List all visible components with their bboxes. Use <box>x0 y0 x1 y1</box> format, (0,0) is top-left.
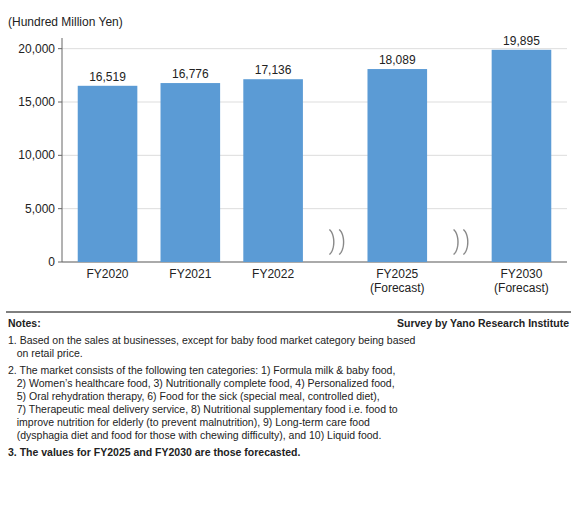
bar <box>492 50 552 262</box>
y-tick <box>58 208 62 209</box>
bar <box>243 79 303 262</box>
notes-title: Notes: <box>8 317 41 329</box>
bar <box>78 86 138 262</box>
bar <box>161 83 221 262</box>
x-axis: FY2020 FY2021 FY2022 FY2025(Forecast) FY2030… <box>87 267 549 295</box>
y-tick <box>58 48 62 49</box>
note: 1. Based on the sales at businesses, exc… <box>8 334 416 359</box>
y-axis-line <box>62 38 63 262</box>
y-tick <box>58 102 62 103</box>
break-symbols <box>329 230 467 255</box>
grid-line <box>62 208 567 209</box>
break-symbol <box>454 230 458 255</box>
y-tick-label: 5,000 <box>25 202 55 216</box>
break-symbol <box>329 230 333 255</box>
grid-line <box>62 155 567 156</box>
grid-line <box>62 48 567 49</box>
y-tick-label: 20,000 <box>18 42 55 56</box>
x-tick-label: FY2030(Forecast) <box>494 267 549 295</box>
grid-line <box>62 102 567 103</box>
y-tick-label: 0 <box>48 255 55 269</box>
x-tick-label: FY2022 <box>252 267 294 281</box>
data-labels: 16,519 16,776 17,136 18,089 19,895 <box>89 34 540 84</box>
source-text: Survey by Yano Research Institute <box>397 317 569 329</box>
x-tick-label: FY2021 <box>169 267 211 281</box>
data-label: 18,089 <box>379 53 416 67</box>
bar <box>367 69 427 262</box>
break-symbol <box>463 230 467 255</box>
bars <box>78 50 552 262</box>
break-symbol <box>339 230 343 255</box>
y-tick-label: 10,000 <box>18 148 55 162</box>
y-axis: 0 5,000 10,000 15,000 20,000 <box>18 42 62 269</box>
note: 3. The values for FY2025 and FY2030 are … <box>8 446 300 458</box>
x-tick-label: FY2025(Forecast) <box>370 267 425 295</box>
data-label: 19,895 <box>503 34 540 48</box>
grid-line <box>62 262 567 263</box>
note: 2. The market consists of the following … <box>8 364 398 441</box>
x-tick-label: FY2020 <box>87 267 129 281</box>
chart: 0 5,000 10,000 15,000 20,000 (Hundred Million… <box>0 0 577 521</box>
data-label: 16,519 <box>89 70 126 84</box>
notes: Notes: Survey by Yano Research Institute 1… <box>6 312 571 458</box>
notes-border <box>6 312 571 313</box>
y-axis-label: (Hundred Million Yen) <box>8 15 123 29</box>
y-tick-label: 15,000 <box>18 95 55 109</box>
grid <box>62 49 567 262</box>
chart-container: 0 5,000 10,000 15,000 20,000 (Hundred Million… <box>0 0 577 521</box>
x-axis-line <box>62 262 567 263</box>
data-label: 16,776 <box>172 67 209 81</box>
data-label: 17,136 <box>255 63 292 77</box>
y-tick <box>58 262 62 263</box>
y-tick <box>58 155 62 156</box>
